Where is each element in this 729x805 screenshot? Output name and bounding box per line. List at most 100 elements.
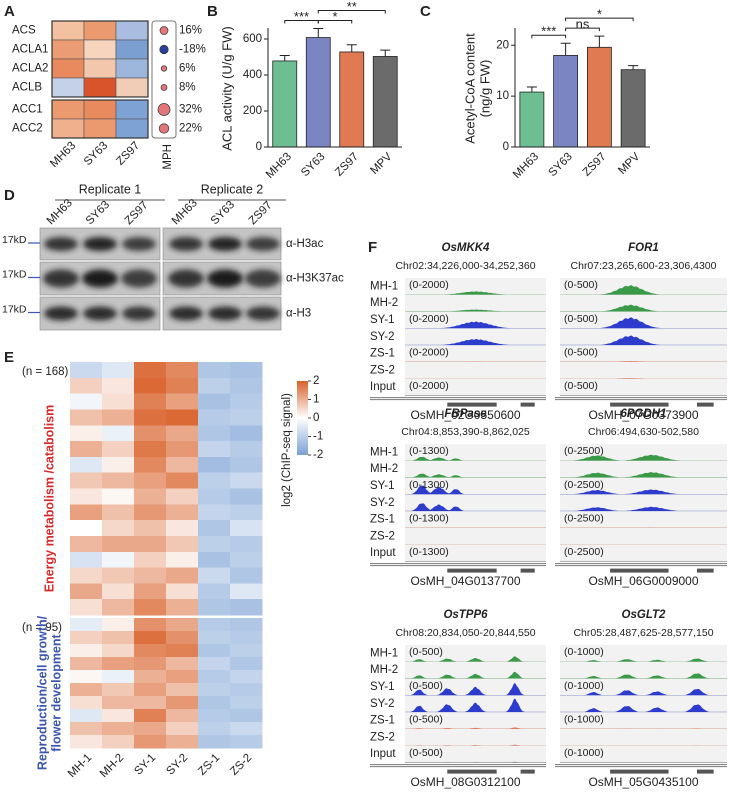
panel-letter: D [4, 187, 15, 204]
replicate-label: Replicate 2 [201, 182, 264, 196]
heatmap-cell [134, 631, 167, 645]
heatmap-cell [230, 670, 263, 684]
x-tick-label: MPV [368, 151, 394, 177]
track-label: ZS-1 [370, 514, 395, 526]
locus-coords: Chr02:34,226,000-34,252,360 [395, 260, 535, 272]
heatmap-cell [166, 472, 199, 489]
lane-label: ZS97 [247, 199, 275, 227]
heatmap-cell [134, 472, 167, 489]
heatmap-cell [70, 683, 103, 697]
track-background [405, 661, 546, 679]
heatmap-cell [166, 657, 199, 671]
track-background [405, 311, 546, 329]
heatmap-cell [230, 472, 263, 489]
significance-bracket [531, 34, 567, 39]
heatmap-cell [134, 670, 167, 684]
gene-model [520, 568, 535, 573]
heatmap-cell [134, 567, 167, 584]
track-background [560, 278, 727, 295]
heatmap-cell [70, 657, 103, 671]
significance-label: *** [541, 24, 556, 39]
signal-track [405, 456, 546, 461]
lane-label: MH63 [170, 197, 200, 227]
gene-model [610, 568, 669, 573]
track-label: ZS-2 [370, 364, 395, 376]
track-range: (0-2500) [564, 546, 604, 558]
heatmap-cell [230, 488, 263, 505]
marker-label: 17kD [2, 303, 27, 315]
blot-band [169, 237, 203, 251]
gene-label: ACLA2 [12, 63, 48, 75]
gene-model [520, 769, 535, 774]
column-label: SY63 [82, 140, 110, 168]
blot-band [245, 269, 281, 288]
heatmap-cell [166, 441, 199, 458]
y-axis-label: ACL activity (U/g FW) [219, 26, 234, 150]
heatmap-cell [102, 657, 135, 671]
heatmap-cell [70, 551, 103, 569]
track-range: (0-2000) [409, 346, 449, 358]
locus-gene: OsTPP6 [443, 609, 488, 621]
heatmap-cell [70, 618, 103, 632]
heatmap-cell [115, 77, 149, 98]
gene-id: OsMH_06G0009000 [588, 574, 698, 588]
y-tick-label: 10 [496, 90, 509, 102]
track-label: SY-1 [370, 681, 395, 693]
gene-label: ACS [12, 25, 36, 37]
gene-id: OsMH_07G0373900 [588, 408, 698, 422]
blot-band [43, 269, 79, 288]
signal-track [560, 728, 727, 729]
heatmap-cell [134, 735, 167, 749]
x-tick-label: MH63 [511, 151, 541, 181]
heatmap-cell [166, 393, 199, 410]
heatmap-cell [102, 362, 135, 379]
heatmap-cell [230, 520, 263, 537]
heatmap-cell [70, 670, 103, 684]
mph-label: 6% [179, 63, 196, 75]
locus-gene: 6PGDH1 [620, 408, 666, 420]
y-tick-label: 20 [496, 39, 509, 51]
heatmap-cell [134, 583, 167, 600]
y-tick-label: 0 [256, 141, 262, 153]
x-tick-label: ZS97 [333, 151, 361, 179]
heatmap-cell [198, 722, 231, 736]
antibody-label: α-H3 [286, 308, 311, 320]
heatmap-cell [134, 599, 167, 616]
signal-track [405, 291, 546, 295]
heatmap-cell [166, 362, 199, 379]
heatmap-cell [115, 118, 149, 139]
track-background [405, 645, 546, 662]
heatmap-cell [198, 567, 231, 584]
heatmap-cell [134, 644, 167, 658]
track-background [560, 328, 727, 346]
track-range: (0-1300) [409, 479, 449, 491]
signal-track [560, 285, 727, 295]
heatmap-group-border [51, 20, 149, 98]
heatmap-cell [198, 441, 231, 458]
track-range: (0-1300) [409, 512, 449, 524]
heatmap-cell [115, 20, 149, 41]
track-range: (0-500) [564, 380, 598, 392]
heatmap-cell [198, 709, 231, 723]
y-tick-label: 200 [243, 105, 262, 117]
heatmap-cell [102, 683, 135, 697]
track-background [560, 378, 727, 396]
locus-coords: Chr07:23,265,600-23,306,4300 [571, 260, 717, 272]
track-background [560, 528, 727, 545]
signal-track [560, 335, 727, 346]
heatmap-cell [102, 377, 135, 395]
heatmap-cell [70, 735, 103, 749]
gene-model [447, 769, 497, 774]
heatmap-cell [230, 657, 263, 671]
gene-model [447, 402, 497, 407]
column-label: ZS-2 [228, 752, 254, 778]
heatmap-cell [230, 441, 263, 458]
colorbar-tick-label: 1 [313, 394, 319, 406]
x-tick-label: SY63 [547, 151, 575, 179]
heatmap-cell [198, 488, 231, 505]
panel-letter: F [368, 239, 377, 256]
bar [519, 91, 545, 148]
heatmap-cell [83, 118, 117, 139]
marker-label: 17kD [2, 234, 27, 246]
